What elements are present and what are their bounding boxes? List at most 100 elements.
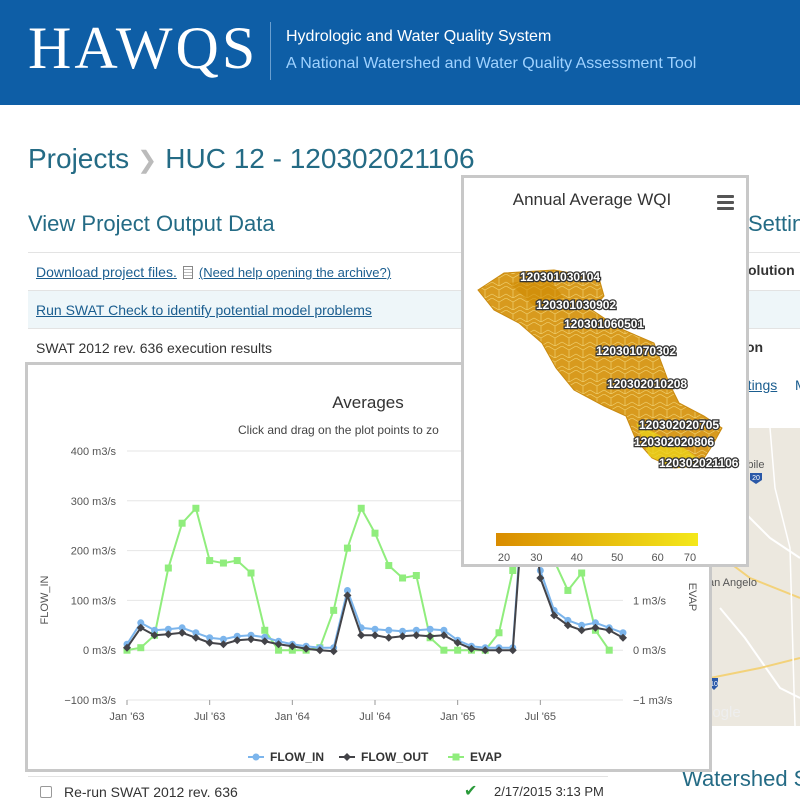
data-point[interactable] [495, 646, 503, 655]
data-point[interactable] [247, 569, 255, 577]
wqi-chart[interactable]: Annual Average WQI 120301030104 120301030… [464, 178, 746, 564]
data-point[interactable] [150, 631, 159, 640]
low-wqi-subregion[interactable] [509, 278, 564, 306]
data-point[interactable] [261, 626, 269, 634]
data-point[interactable] [508, 646, 517, 655]
data-point[interactable] [275, 646, 283, 654]
data-point[interactable] [591, 619, 599, 627]
data-point[interactable] [343, 591, 352, 600]
data-point[interactable] [191, 633, 200, 642]
data-point[interactable] [412, 626, 420, 634]
data-point[interactable] [357, 504, 365, 512]
hamburger-menu-icon[interactable] [717, 195, 734, 210]
data-point[interactable] [123, 643, 131, 652]
legend-item-evap[interactable]: EVAP [448, 750, 502, 764]
data-point[interactable] [439, 631, 448, 640]
data-point[interactable] [371, 631, 379, 640]
legend-item-flow-out[interactable]: FLOW_OUT [339, 750, 429, 764]
data-point[interactable] [192, 629, 200, 637]
data-point[interactable] [315, 646, 324, 655]
watershed-region-shape[interactable] [477, 269, 723, 469]
color-scale-tick: 20 [498, 552, 510, 564]
data-point[interactable] [385, 626, 393, 634]
data-point[interactable] [509, 567, 517, 575]
data-point[interactable] [136, 623, 145, 632]
data-point[interactable] [591, 623, 600, 632]
data-point[interactable] [219, 640, 228, 649]
data-point[interactable] [578, 569, 586, 577]
x-tick-label: Jan '63 [109, 711, 144, 723]
data-point[interactable] [247, 635, 255, 644]
data-point[interactable] [329, 647, 338, 656]
data-point[interactable] [206, 557, 214, 565]
data-point[interactable] [564, 586, 572, 594]
download-files-link[interactable]: Download project files. [36, 264, 177, 280]
breadcrumb-projects-link[interactable]: Projects [28, 143, 130, 174]
data-point[interactable] [164, 625, 172, 633]
data-point[interactable] [578, 621, 586, 629]
data-point[interactable] [343, 544, 351, 552]
data-point[interactable] [151, 626, 159, 634]
data-point[interactable] [192, 504, 200, 512]
high-wqi-subregion[interactable] [636, 423, 709, 468]
data-point[interactable] [467, 644, 476, 653]
data-point[interactable] [164, 630, 173, 639]
swat-check-link[interactable]: Run SWAT Check to identify potential mod… [36, 302, 372, 318]
data-point[interactable] [399, 574, 407, 582]
data-point[interactable] [385, 562, 393, 570]
data-point[interactable] [288, 642, 297, 651]
data-point[interactable] [577, 626, 586, 635]
data-point[interactable] [619, 629, 627, 637]
settings-link-secondary[interactable]: M [795, 377, 800, 393]
data-point[interactable] [178, 624, 186, 632]
data-point[interactable] [605, 626, 614, 635]
data-point[interactable] [371, 625, 379, 633]
archive-help-link[interactable]: (Need help opening the archive?) [198, 265, 392, 280]
legend-item-flow-in[interactable]: FLOW_IN [248, 750, 324, 764]
data-point[interactable] [426, 625, 434, 633]
wqi-chart-panel[interactable]: Annual Average WQI 120301030104 120301030… [461, 175, 749, 567]
data-point[interactable] [274, 640, 283, 649]
data-point[interactable] [412, 631, 421, 640]
data-point[interactable] [536, 573, 545, 582]
data-point[interactable] [178, 519, 186, 527]
rerun-checkbox[interactable] [40, 786, 52, 798]
site-header: HAWQS Hydrologic and Water Quality Syste… [0, 0, 800, 105]
data-point[interactable] [605, 646, 613, 654]
rerun-date: 2/17/2015 3:13 PM [494, 784, 604, 799]
data-point[interactable] [206, 634, 214, 642]
data-point[interactable] [302, 644, 311, 653]
data-point[interactable] [205, 638, 214, 647]
data-point[interactable] [619, 633, 627, 642]
data-point[interactable] [412, 572, 420, 579]
data-point[interactable] [260, 637, 269, 646]
data-point[interactable] [495, 629, 503, 637]
data-point[interactable] [440, 646, 448, 654]
data-point[interactable] [454, 646, 462, 654]
data-point[interactable] [384, 633, 393, 642]
x-tick-label: Jan '64 [275, 711, 310, 723]
hawqs-logo[interactable]: HAWQS [28, 15, 259, 81]
data-point[interactable] [564, 616, 572, 624]
data-point[interactable] [137, 644, 145, 652]
data-point[interactable] [330, 606, 338, 614]
data-point[interactable] [137, 619, 145, 627]
data-point[interactable] [233, 557, 241, 565]
data-point[interactable] [398, 632, 407, 641]
data-point[interactable] [178, 628, 187, 637]
chart-title: Averages [332, 393, 404, 412]
data-point[interactable] [233, 636, 242, 645]
data-point[interactable] [164, 564, 172, 572]
data-point[interactable] [426, 632, 435, 641]
data-point[interactable] [550, 611, 559, 620]
data-point[interactable] [357, 631, 366, 640]
data-point[interactable] [343, 586, 351, 594]
data-point[interactable] [219, 635, 227, 643]
data-point[interactable] [440, 626, 448, 634]
data-point[interactable] [219, 559, 227, 567]
data-point[interactable] [563, 621, 572, 630]
data-point[interactable] [481, 646, 490, 655]
data-point[interactable] [399, 627, 407, 635]
data-point[interactable] [371, 529, 379, 537]
data-point[interactable] [453, 638, 462, 647]
